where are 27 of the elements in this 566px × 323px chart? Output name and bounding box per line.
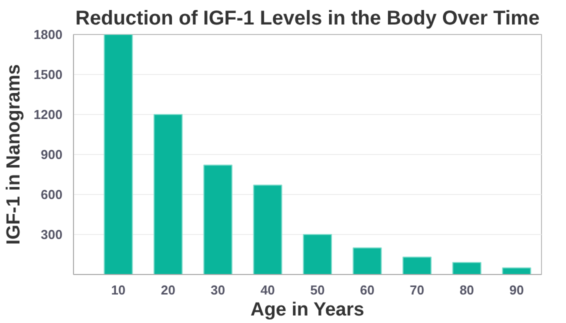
y-tick-label: 900: [40, 147, 63, 162]
bar: [104, 34, 133, 274]
x-tick-label: 20: [160, 282, 176, 298]
bar: [203, 164, 232, 274]
bar: [302, 234, 332, 274]
bar: [154, 114, 183, 274]
x-tick-label: 70: [410, 282, 424, 298]
bar: [402, 256, 432, 274]
x-tick-label: 50: [310, 282, 325, 298]
y-tick-label: 600: [40, 187, 63, 202]
x-tick-label: 60: [360, 282, 374, 298]
x-axis-title: Age in Years: [250, 300, 364, 320]
bar: [502, 267, 532, 274]
y-tick-label: 300: [40, 227, 63, 242]
bar: [352, 247, 382, 274]
y-tick-label: 1800: [34, 27, 62, 42]
x-tick-label: 80: [460, 282, 474, 298]
y-axis-title: IGF-1 in Nanograms: [4, 64, 25, 245]
x-tick-label: 30: [210, 282, 226, 298]
y-tick-label: 1200: [34, 107, 62, 122]
x-tick-label: 90: [509, 282, 524, 298]
y-tick-label: 1500: [34, 67, 62, 82]
x-tick-label: 40: [260, 282, 275, 298]
chart-title: Reduction of IGF-1 Levels in the Body Over Time: [75, 8, 540, 30]
bar: [253, 184, 282, 274]
x-tick-label: 10: [111, 282, 126, 298]
bar: [452, 262, 482, 274]
